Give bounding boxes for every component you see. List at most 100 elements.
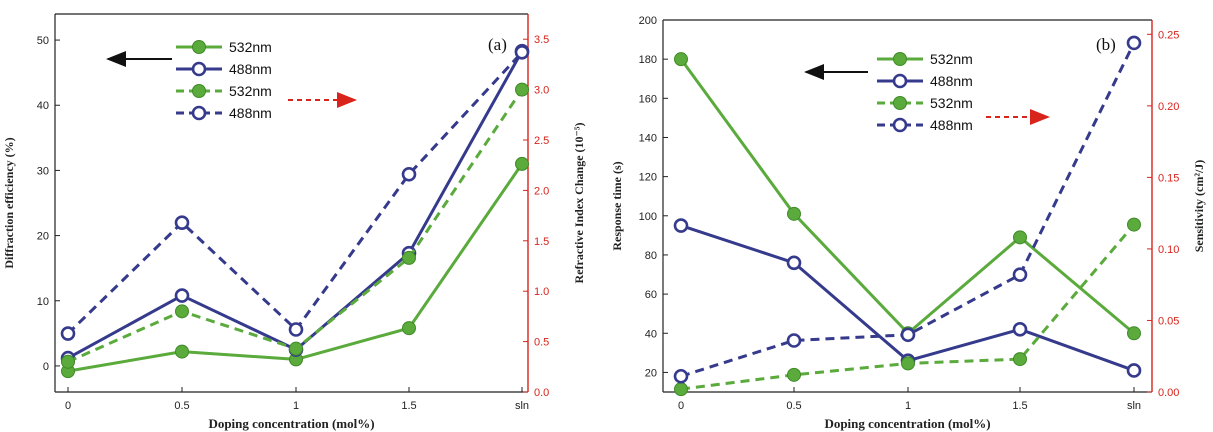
y-tick-label-left: 40 [37,100,49,112]
legend-swatch-marker [893,52,907,66]
data-point [674,382,688,397]
y-tick-label-right: 0.15 [1158,172,1179,184]
y-axis-label-right: Sensitivity (cm²/J) [1192,160,1206,253]
series-line [680,42,1136,378]
data-point [175,304,189,319]
y-tick-label-right: 3.5 [534,34,549,46]
y-tick-label-left: 0 [43,361,49,373]
panel-b: 20 40 60 80 100 120 140 160 180 200 0.00 0.05 0.10 0.… [610,15,1206,431]
y-tick-label-left: 50 [37,35,49,47]
y-tick-label-right: 1.5 [534,236,549,248]
data-point [401,166,417,182]
y-axis-label-left: Response time (s) [610,161,624,250]
data-point [402,321,416,336]
data-point [1127,217,1141,232]
y-tick-label-left: 120 [639,172,657,184]
data-point [1013,352,1027,367]
data-point [175,344,189,359]
x-tick-label: 1 [293,400,299,412]
y-tick-label-left: 160 [639,93,657,105]
data-point [786,255,802,271]
y-tick-label-right: 0.00 [1158,387,1179,399]
data-point [1012,322,1028,337]
legend-swatch-marker [191,105,207,121]
x-tick-label: 0 [678,400,684,412]
y-axis-label-right: Refractive Index Change (10⁻⁵) [572,123,586,284]
y-tick-label-right: 2.5 [534,135,549,147]
y-tick-label-left: 200 [639,15,657,27]
y-axis-label-left: Diffraction efficiency (%) [2,137,16,268]
y-tick-label-left: 100 [639,211,657,223]
data-point [514,45,530,60]
data-point [402,250,416,265]
y-tick-label-right: 1.0 [534,286,549,298]
y-tick-label-right: 3.0 [534,85,549,97]
data-point [61,354,75,369]
legend-swatch-marker [192,84,206,98]
data-point [174,215,190,230]
legend-entry-label: 488nm [930,73,973,89]
data-point [174,288,190,303]
x-tick-label: 0.5 [786,400,801,412]
data-point [901,356,915,371]
data-point [289,341,303,356]
data-point [288,322,304,337]
legend-entry-label: 532nm [930,51,973,67]
x-tick-label: sln [515,400,529,412]
data-point [674,52,688,67]
legend-swatch-marker [892,73,908,89]
y-tick-label-left: 20 [37,231,49,243]
panel-a: 0 10 20 30 40 50 0.0 0.5 1.0 1.5 2.0 2.5 3.0 3.5 0 0.5 1… [2,13,586,431]
legend-entry-label: 532nm [930,95,973,111]
x-tick-label: 1 [905,400,911,412]
x-tick-label: sln [1127,400,1141,412]
series-line [679,58,1135,335]
x-axis-label: Doping concentration (mol%) [208,416,374,431]
data-point [786,333,802,348]
y-tick-label-left: 180 [639,54,657,66]
data-point [900,327,916,343]
legend-swatch-marker [893,96,907,110]
panel-label: (b) [1096,35,1116,54]
data-point [60,326,76,341]
legend-swatch-marker [192,40,206,54]
panel-label: (a) [488,35,507,54]
x-axis-label: Doping concentration (mol%) [824,416,990,431]
legend-entry-label: 488nm [229,61,272,77]
data-point [1127,326,1141,341]
legend-entry-label: 532nm [229,39,272,55]
y-tick-label-right: 0.20 [1158,101,1179,113]
y-tick-label-right: 0.25 [1158,29,1179,41]
data-point [515,156,529,171]
y-tick-label-left: 20 [645,367,657,379]
legend-swatch-marker [191,61,207,77]
y-tick-label-left: 30 [37,165,49,177]
y-tick-label-left: 80 [645,250,657,262]
x-tick-label: 0.5 [174,400,189,412]
data-point [673,218,689,233]
y-tick-label-right: 0.5 [534,337,549,349]
x-tick-label: 1.5 [1012,400,1027,412]
y-tick-label-right: 0.10 [1158,244,1179,256]
x-tick-label: 1.5 [401,400,416,412]
series-line [67,50,524,360]
y-tick-label-right: 2.0 [534,185,549,197]
y-tick-label-left: 40 [645,328,657,340]
y-tick-label-left: 140 [639,132,657,144]
data-point [787,206,801,221]
y-tick-label-left: 10 [37,296,49,308]
y-tick-label-right: 0.0 [534,387,549,399]
series-line [680,224,1135,372]
data-point [1126,363,1142,378]
legend-entry-label: 488nm [930,117,973,133]
data-point [515,82,529,97]
y-tick-label-left: 60 [645,289,657,301]
legend-entry-label: 532nm [229,83,272,99]
data-point [1012,267,1028,282]
legend-entry-label: 488nm [229,105,272,121]
data-point [787,367,801,382]
legend-swatch-marker [892,117,908,133]
data-point [673,368,689,384]
data-point [1126,35,1142,51]
